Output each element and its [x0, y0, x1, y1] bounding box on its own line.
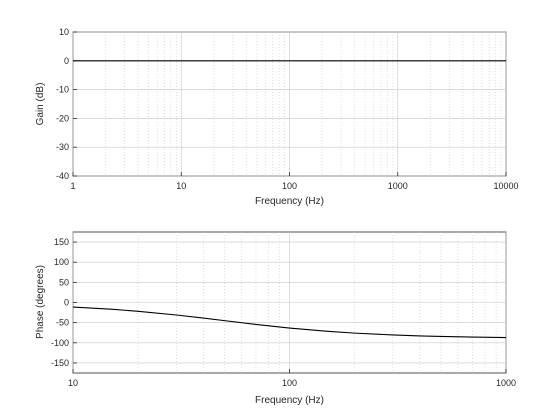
gain-x-tick-label: 10000	[493, 181, 518, 191]
gain-y-tick-label: 0	[64, 56, 69, 66]
gain-x-tick-label: 100	[282, 181, 297, 191]
phase-x-tick-label: 10	[68, 378, 78, 388]
phase-y-tick-label: -150	[51, 358, 69, 368]
phase-y-tick-label: 50	[59, 277, 69, 287]
phase-x-tick-label: 1000	[496, 378, 516, 388]
phase-grid	[72, 232, 507, 373]
phase-tick-marks	[72, 241, 507, 373]
phase-y-tick-label: 0	[64, 298, 69, 308]
phase-y-tick-label: -50	[56, 318, 69, 328]
phase-x-axis-label: Frequency (Hz)	[255, 395, 324, 406]
phase-y-tick-label: -100	[51, 338, 69, 348]
gain-x-tick-label: 10	[176, 181, 186, 191]
phase-series-line-0	[72, 306, 507, 339]
phase-y-tick-label: 150	[54, 237, 69, 247]
gain-y-tick-label: -10	[56, 85, 69, 95]
phase-plot: 10 100 1000 -150 -100 -50 0 50 100 150 Frequency …	[35, 231, 516, 406]
gain-y-tick-label: 10	[59, 27, 69, 37]
gain-y-tick-label: -30	[56, 142, 69, 152]
gain-y-tick-label: -20	[56, 113, 69, 123]
gain-x-tick-label: 1	[70, 181, 75, 191]
gain-y-axis-label: Gain (dB)	[35, 83, 46, 126]
gain-plot: 1 10 100 1000 10000 -40 -30 -20 -10 0 10 Frequency…	[35, 27, 519, 207]
gain-tick-marks	[72, 31, 507, 177]
phase-series	[72, 306, 507, 339]
gain-y-tick-label: -40	[56, 171, 69, 181]
gain-tick-labels: 1 10 100 1000 10000 -40 -30 -20 -10 0 10	[56, 27, 519, 191]
gain-x-tick-label: 1000	[388, 181, 408, 191]
phase-tick-labels: 10 100 1000 -150 -100 -50 0 50 100 150	[51, 237, 516, 388]
phase-y-axis-label: Phase (degrees)	[35, 265, 46, 339]
gain-grid	[72, 31, 507, 177]
phase-x-tick-label: 100	[282, 378, 297, 388]
gain-x-axis-label: Frequency (Hz)	[255, 196, 324, 207]
phase-y-tick-label: 100	[54, 257, 69, 267]
